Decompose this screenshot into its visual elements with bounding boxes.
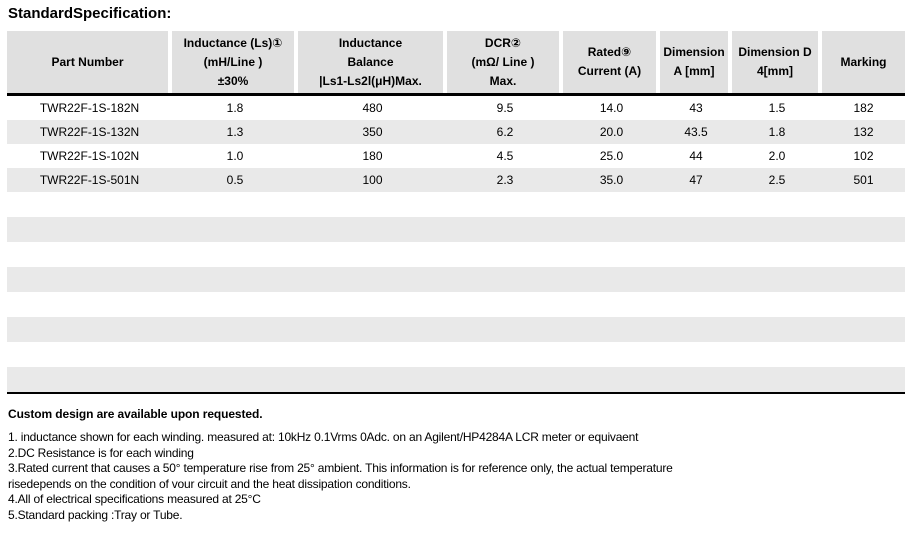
empty-table-row: [7, 317, 905, 342]
table-row: TWR22F-1S-182N 1.8 480 9.5 14.0 43 1.5 1…: [7, 96, 905, 120]
header-line: 4[mm]: [756, 64, 793, 78]
header-line: Balance: [347, 54, 394, 69]
column-header-rated-current: Rated⑨ Current (A): [563, 31, 660, 93]
header-line: Max.: [489, 73, 517, 88]
empty-table-row: [7, 367, 905, 392]
header-line: Part Number: [51, 54, 124, 69]
spec-table: Part Number Inductance (Ls)① (mH/Line ) …: [7, 31, 905, 394]
cell-inductance-balance: 350: [362, 125, 383, 139]
table-body: TWR22F-1S-182N 1.8 480 9.5 14.0 43 1.5 1…: [7, 96, 905, 394]
empty-table-row: [7, 217, 905, 242]
cell-marking: 132: [853, 125, 874, 139]
empty-table-row: [7, 192, 905, 217]
cell-marking: 182: [853, 101, 874, 115]
cell-rated-current: 14.0: [599, 101, 624, 115]
cell-rated-current: 25.0: [599, 149, 624, 163]
note-line-5: 5.Standard packing :Tray or Tube.: [8, 507, 183, 522]
cell-inductance: 1.8: [226, 101, 244, 115]
column-header-part-number: Part Number: [7, 31, 172, 93]
header-line: (mΩ/ Line ): [471, 54, 535, 69]
header-line: Dimension: [663, 45, 725, 59]
note-line-3: 3.Rated current that causes a 50° temper…: [8, 461, 673, 475]
column-header-marking: Marking: [822, 31, 905, 93]
cell-part-number: TWR22F-1S-501N: [39, 173, 140, 187]
header-line: Dimension D: [738, 45, 812, 59]
cell-inductance-balance: 480: [362, 101, 383, 115]
column-header-dimension-d4: Dimension D 4[mm]: [732, 31, 822, 93]
notes-section: Custom design are available upon request…: [8, 406, 915, 523]
table-header: Part Number Inductance (Ls)① (mH/Line ) …: [7, 31, 905, 96]
note-line-2: 2.DC Resistance is for each winding: [8, 445, 194, 460]
cell-inductance: 0.5: [226, 173, 244, 187]
column-header-dimension-a: Dimension A [mm]: [660, 31, 732, 93]
cell-dimension-d4: 1.5: [768, 101, 786, 115]
cell-dcr: 4.5: [496, 149, 514, 163]
cell-dcr: 6.2: [496, 125, 514, 139]
header-line: Inductance: [338, 35, 403, 50]
cell-dcr: 2.3: [496, 173, 514, 187]
column-header-inductance-balance: Inductance Balance |Ls1-Ls2l(μH)Max.: [298, 31, 447, 93]
cell-marking: 501: [853, 173, 874, 187]
cell-inductance: 1.3: [226, 125, 244, 139]
cell-inductance-balance: 100: [362, 173, 383, 187]
column-header-inductance: Inductance (Ls)① (mH/Line ) ±30%: [172, 31, 298, 93]
empty-table-row: [7, 292, 905, 317]
cell-inductance-balance: 180: [362, 149, 383, 163]
cell-dimension-a: 44: [689, 149, 703, 163]
cell-dimension-d4: 2.0: [768, 149, 786, 163]
header-line: Marking: [840, 54, 887, 69]
note-line-3-cont: risedepends on the condition of vour cir…: [8, 476, 411, 491]
cell-dcr: 9.5: [496, 101, 514, 115]
header-line: |Ls1-Ls2l(μH)Max.: [319, 73, 422, 88]
cell-inductance: 1.0: [226, 149, 244, 163]
page-title: StandardSpecification:: [8, 5, 172, 22]
notes-heading: Custom design are available upon request…: [8, 407, 263, 421]
header-line: Rated⑨: [587, 45, 632, 59]
header-line: ±30%: [217, 73, 249, 88]
cell-dimension-d4: 1.8: [768, 125, 786, 139]
table-row: TWR22F-1S-132N 1.3 350 6.2 20.0 43.5 1.8…: [7, 120, 905, 144]
header-line: A [mm]: [673, 64, 715, 78]
column-header-dcr: DCR② (mΩ/ Line ) Max.: [447, 31, 563, 93]
empty-table-row: [7, 267, 905, 292]
header-line: (mH/Line ): [203, 54, 263, 69]
header-line: Inductance (Ls)①: [183, 35, 283, 50]
cell-dimension-a: 43.5: [684, 125, 708, 139]
cell-marking: 102: [853, 149, 874, 163]
cell-dimension-d4: 2.5: [768, 173, 786, 187]
cell-rated-current: 35.0: [599, 173, 624, 187]
table-row: TWR22F-1S-102N 1.0 180 4.5 25.0 44 2.0 1…: [7, 144, 905, 168]
datasheet-page: StandardSpecification: Part Number Induc…: [0, 4, 915, 523]
empty-table-row: [7, 242, 905, 267]
empty-table-row: [7, 342, 905, 367]
cell-rated-current: 20.0: [599, 125, 624, 139]
table-row: TWR22F-1S-501N 0.5 100 2.3 35.0 47 2.5 5…: [7, 168, 905, 192]
cell-part-number: TWR22F-1S-182N: [39, 101, 140, 115]
cell-dimension-a: 47: [689, 173, 703, 187]
note-line-4: 4.All of electrical specifications measu…: [8, 492, 261, 506]
cell-part-number: TWR22F-1S-132N: [39, 125, 140, 139]
header-line: DCR②: [484, 35, 522, 50]
note-line-1: 1. inductance shown for each winding. me…: [8, 430, 639, 444]
cell-part-number: TWR22F-1S-102N: [39, 149, 140, 163]
header-line: Current (A): [577, 64, 642, 78]
cell-dimension-a: 43: [689, 101, 703, 115]
